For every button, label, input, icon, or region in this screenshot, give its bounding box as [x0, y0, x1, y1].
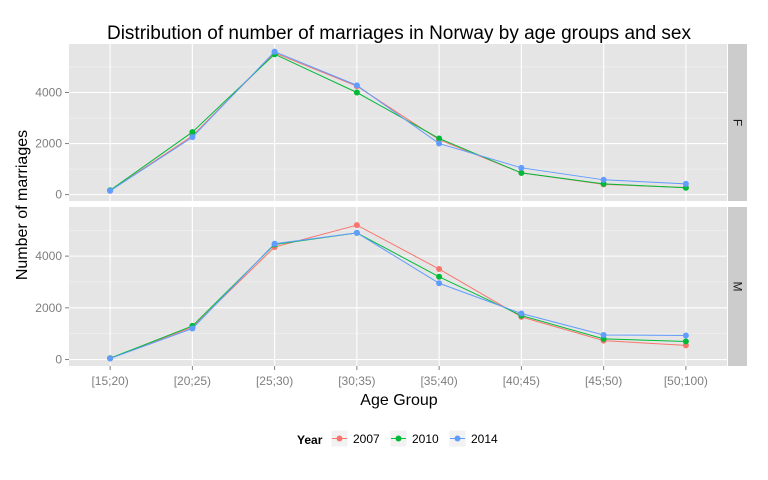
x-tick-label: [40;45): [503, 374, 540, 388]
data-point-2014: [600, 176, 607, 183]
series-line-2010: [109, 53, 686, 191]
x-tick-label: [45;50): [585, 374, 622, 388]
y-axis-title: Number of marriages: [14, 130, 31, 280]
data-point-2010: [436, 273, 443, 280]
legend: Year 2007 2010 2014: [297, 429, 498, 448]
data-point-2014: [518, 164, 525, 171]
data-point-2014: [353, 229, 360, 236]
data-point-2014: [271, 240, 278, 247]
data-point-2014: [189, 325, 196, 332]
data-point-2007: [436, 266, 443, 273]
x-tick-label: [30;35): [338, 374, 375, 388]
legend-entry-2014: 2014: [448, 429, 498, 448]
data-point-2014: [436, 140, 443, 147]
data-point-2014: [107, 355, 114, 362]
data-point-2014: [436, 280, 443, 287]
x-tick-label: [15;20): [91, 374, 128, 388]
y-tick-label: 4000: [35, 86, 62, 100]
legend-entry-2007: 2007: [330, 429, 380, 448]
data-point-2014: [682, 332, 689, 339]
x-tick-label: [20;25): [174, 374, 211, 388]
chart-title: Distribution of number of marriages in N…: [107, 23, 692, 44]
facet-panels: 0 2000 4000 F 0 2000 4000 M [15;20) [20;25) [25;30…: [35, 44, 747, 388]
data-point-2010: [518, 169, 525, 176]
x-tick-label: [25;30): [256, 374, 293, 388]
legend-label: 2010: [412, 432, 439, 446]
facet-strip-label: F: [731, 119, 745, 126]
panel-background: [69, 44, 727, 201]
legend-title: Year: [297, 433, 323, 447]
facet-panel-F: 0 2000 4000 F: [35, 44, 747, 202]
x-tick-label: [35;40): [420, 374, 457, 388]
data-point-2014: [682, 180, 689, 187]
facet-strip: [728, 207, 747, 366]
data-point-2010: [436, 135, 443, 142]
y-tick-label: 0: [55, 353, 62, 367]
data-point-2014: [271, 48, 278, 55]
facet-strip: [728, 44, 747, 201]
series-line-2014: [109, 232, 686, 359]
x-tick-label: [50;100): [664, 374, 708, 388]
data-point-2010: [353, 89, 360, 96]
legend-entry-2010: 2010: [389, 429, 439, 448]
data-point-2010: [682, 338, 689, 345]
legend-label: 2014: [471, 432, 498, 446]
data-point-2014: [353, 82, 360, 89]
data-point-2010: [189, 129, 196, 136]
legend-label: 2007: [353, 432, 380, 446]
data-point-2007: [353, 222, 360, 229]
x-axis-title: Age Group: [360, 392, 437, 409]
data-point-2014: [107, 187, 114, 194]
series-line-2010: [109, 232, 686, 359]
y-tick-label: 4000: [35, 249, 62, 263]
data-point-2014: [189, 134, 196, 141]
legend-key-point: [395, 435, 402, 442]
series-line-2014: [109, 51, 686, 192]
facet-panel-M: 0 2000 4000 M: [35, 207, 747, 367]
legend-key-point: [454, 435, 461, 442]
data-point-2014: [600, 331, 607, 338]
y-tick-label: 2000: [35, 137, 62, 151]
y-tick-label: 2000: [35, 301, 62, 315]
facet-strip-label: M: [731, 282, 745, 292]
data-point-2014: [518, 310, 525, 317]
legend-key-point: [336, 435, 343, 442]
y-tick-label: 0: [55, 188, 62, 202]
